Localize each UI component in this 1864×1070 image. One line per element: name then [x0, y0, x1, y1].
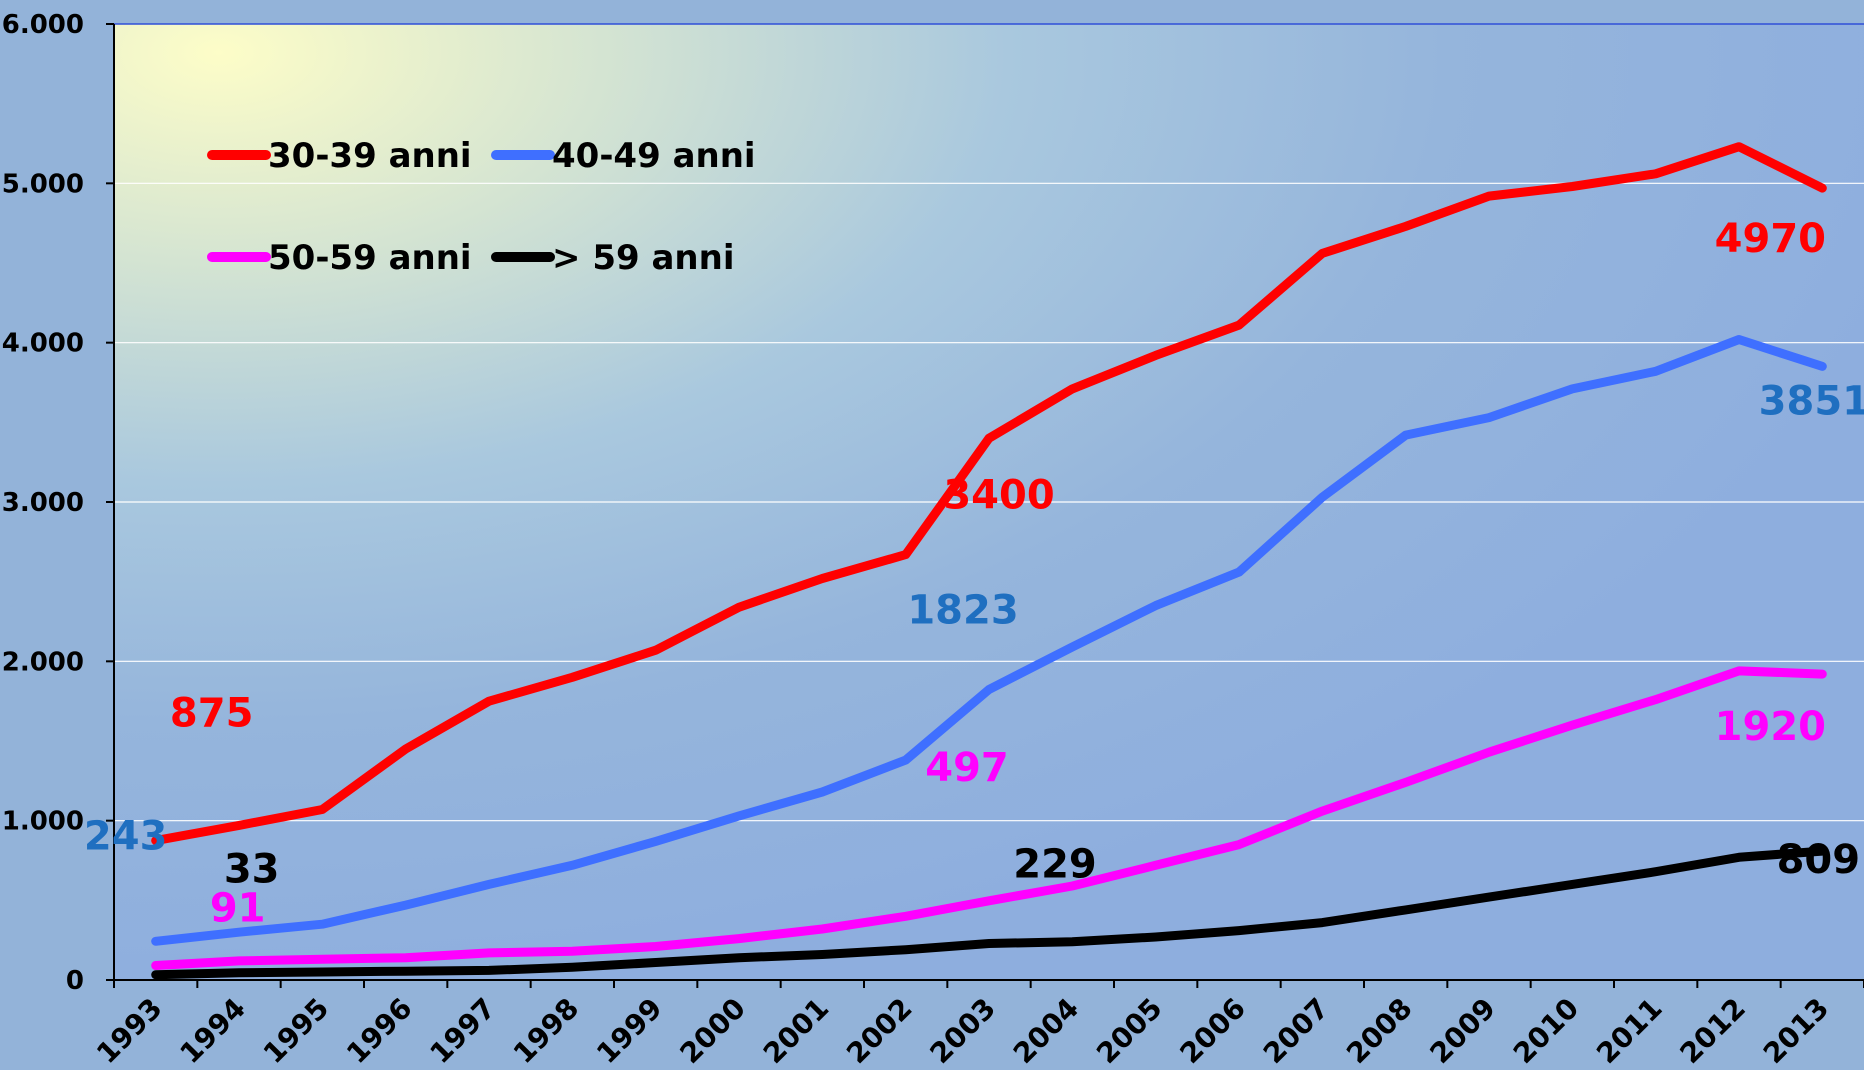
data-label: 91: [210, 886, 266, 932]
legend-label-30-39: 30-39 anni: [268, 136, 472, 176]
data-label: 3851: [1759, 378, 1864, 424]
series-line: [151, 846, 1827, 980]
y-tick-label: 1.000: [2, 807, 84, 837]
y-tick-label: 4.000: [2, 329, 84, 359]
y-axis-ticks: 0 1.000 2.000 3.000 4.000 5.000 6.000: [2, 10, 114, 996]
y-tick-label: 6.000: [2, 10, 84, 40]
data-label: 497: [925, 745, 1009, 791]
series-line: [151, 142, 1827, 846]
data-label: 809: [1777, 837, 1861, 883]
series-line: [151, 335, 1827, 946]
legend-label-over-59: > 59 anni: [552, 238, 734, 278]
data-label: 243: [84, 813, 168, 859]
series-line: [151, 666, 1827, 970]
y-tick-label: 5.000: [2, 169, 84, 199]
legend: 30-39 anni 40-49 anni 50-59 anni > 59 an…: [207, 136, 756, 278]
data-label: 4970: [1715, 216, 1826, 262]
data-label: 3400: [943, 472, 1054, 518]
data-label: 229: [1013, 842, 1097, 888]
legend-label-40-49: 40-49 anni: [552, 136, 756, 176]
series-lines: [151, 142, 1827, 980]
y-tick-label: 0: [66, 966, 84, 996]
data-label: 1823: [907, 588, 1018, 634]
data-label: 875: [170, 691, 254, 737]
legend-label-50-59: 50-59 anni: [268, 238, 472, 278]
y-tick-label: 3.000: [2, 488, 84, 518]
data-label: 33: [224, 847, 280, 893]
gridlines: [114, 23, 1864, 822]
data-labels: 875 3400 4970 243 1823 3851 91 497 1920 33 229 809: [84, 216, 1864, 931]
data-label: 1920: [1715, 704, 1826, 750]
y-tick-label: 2.000: [2, 647, 84, 677]
